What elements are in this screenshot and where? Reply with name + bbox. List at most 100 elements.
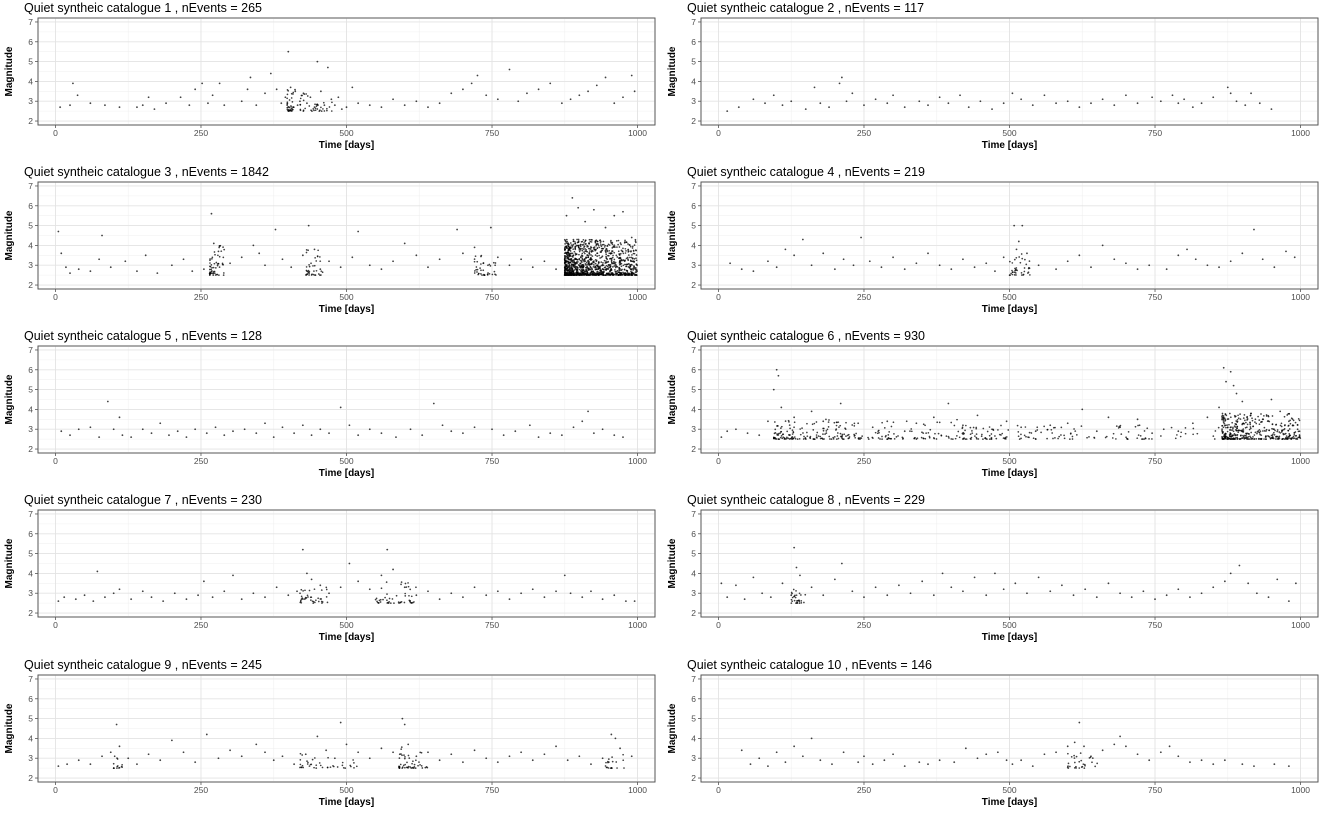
data-point bbox=[309, 96, 312, 99]
data-point bbox=[290, 266, 293, 269]
data-point bbox=[842, 751, 845, 754]
data-point bbox=[305, 251, 308, 254]
data-point bbox=[624, 252, 627, 254]
data-point bbox=[1270, 108, 1273, 111]
data-point bbox=[1112, 432, 1115, 435]
data-point bbox=[837, 421, 840, 424]
data-point bbox=[581, 247, 583, 250]
data-point bbox=[631, 245, 634, 248]
data-point bbox=[280, 102, 283, 105]
data-point bbox=[635, 257, 637, 260]
data-point bbox=[310, 434, 313, 437]
data-point bbox=[798, 437, 801, 440]
x-tick-label: 0 bbox=[53, 785, 58, 795]
data-point bbox=[1293, 256, 1296, 259]
data-point bbox=[477, 272, 480, 275]
data-point bbox=[587, 254, 590, 257]
data-point bbox=[1296, 438, 1299, 440]
data-point bbox=[1154, 598, 1156, 601]
data-point bbox=[201, 82, 204, 85]
data-point bbox=[1060, 584, 1063, 587]
data-point bbox=[615, 239, 618, 242]
data-point bbox=[136, 763, 138, 766]
data-point bbox=[491, 428, 493, 431]
y-tick-label: 6 bbox=[691, 529, 696, 539]
data-point bbox=[596, 240, 599, 243]
data-point bbox=[1229, 572, 1232, 575]
data-point bbox=[205, 432, 208, 435]
data-point bbox=[928, 435, 931, 438]
data-point bbox=[819, 435, 822, 438]
data-point bbox=[427, 266, 429, 269]
data-point bbox=[296, 104, 299, 107]
data-point bbox=[382, 598, 384, 601]
data-point bbox=[286, 108, 289, 111]
data-point bbox=[415, 594, 418, 597]
x-tick-label: 250 bbox=[194, 785, 208, 795]
data-point bbox=[555, 268, 557, 271]
data-point bbox=[368, 588, 371, 591]
data-point bbox=[630, 260, 633, 263]
data-point bbox=[588, 242, 590, 244]
data-point bbox=[176, 430, 179, 433]
data-point bbox=[924, 424, 926, 427]
data-point bbox=[586, 260, 589, 262]
data-point bbox=[1249, 427, 1252, 430]
data-point bbox=[450, 753, 453, 756]
data-point bbox=[339, 406, 342, 409]
data-point bbox=[791, 596, 794, 599]
data-point bbox=[857, 761, 860, 764]
data-point bbox=[595, 84, 598, 87]
data-point bbox=[308, 265, 311, 268]
data-point bbox=[786, 430, 789, 433]
data-point bbox=[622, 210, 624, 213]
data-point bbox=[488, 263, 491, 266]
data-point bbox=[292, 91, 295, 94]
data-point bbox=[403, 757, 406, 760]
data-point bbox=[1029, 274, 1031, 276]
data-point bbox=[275, 586, 278, 589]
data-point bbox=[986, 438, 988, 440]
data-point bbox=[441, 424, 444, 427]
data-point bbox=[1095, 430, 1098, 433]
x-tick-label: 250 bbox=[194, 456, 208, 466]
data-point bbox=[380, 268, 383, 271]
data-point bbox=[240, 100, 243, 103]
data-point bbox=[634, 271, 637, 273]
data-point bbox=[592, 246, 595, 249]
data-point bbox=[566, 269, 568, 272]
data-point bbox=[890, 425, 893, 428]
data-point bbox=[407, 766, 409, 769]
data-point bbox=[606, 258, 609, 261]
data-point bbox=[847, 437, 850, 440]
data-point bbox=[249, 76, 252, 79]
data-point bbox=[1273, 763, 1276, 766]
data-point bbox=[567, 249, 570, 252]
data-point bbox=[892, 94, 894, 97]
data-point bbox=[1051, 432, 1054, 434]
data-point bbox=[585, 270, 587, 272]
data-point bbox=[315, 599, 317, 602]
data-point bbox=[564, 271, 566, 273]
data-point bbox=[567, 243, 570, 246]
data-point bbox=[629, 256, 631, 259]
data-point bbox=[822, 429, 825, 432]
y-tick-label: 2 bbox=[28, 444, 33, 454]
data-point bbox=[746, 432, 749, 435]
data-point bbox=[884, 435, 887, 438]
data-point bbox=[1080, 759, 1083, 762]
data-point bbox=[426, 766, 429, 769]
data-point bbox=[798, 600, 801, 603]
y-tick-label: 3 bbox=[691, 588, 696, 598]
data-point bbox=[1232, 430, 1235, 433]
data-point bbox=[308, 274, 310, 276]
data-point bbox=[289, 86, 292, 89]
data-point bbox=[307, 271, 310, 274]
data-point bbox=[602, 264, 605, 267]
data-point bbox=[607, 758, 610, 761]
data-point bbox=[1078, 721, 1081, 724]
data-point bbox=[811, 423, 814, 426]
data-point bbox=[1272, 437, 1275, 440]
data-point bbox=[572, 259, 574, 262]
